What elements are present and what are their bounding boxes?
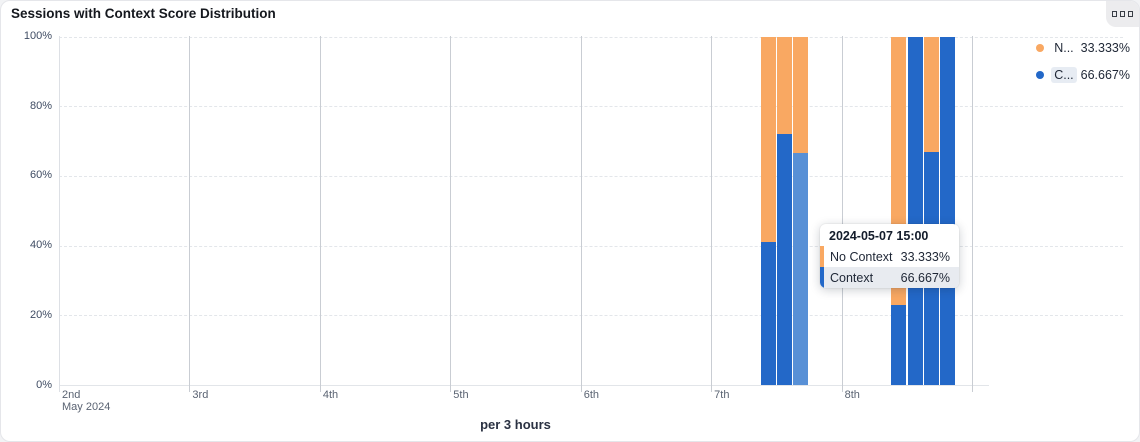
chart-title: Sessions with Context Score Distribution	[11, 6, 276, 21]
x-axis-line	[59, 385, 989, 386]
day-gridline	[580, 36, 582, 392]
bar-segment-no-context[interactable]	[793, 36, 809, 153]
day-gridline	[59, 36, 60, 392]
x-axis-tick-label: 7th	[714, 389, 730, 401]
x-axis-tick-label: 2nd	[62, 389, 81, 401]
bar-segment-no-context[interactable]	[923, 36, 939, 152]
day-gridline	[711, 36, 713, 392]
context-dot-icon	[1036, 70, 1045, 79]
day-gridline	[189, 36, 191, 392]
context-accent-bar	[820, 267, 824, 288]
three-squares-icon	[1119, 11, 1126, 17]
day-gridline	[841, 36, 843, 392]
x-axis-tick-label: 4th	[322, 389, 339, 401]
legend-value: 33.333%	[1080, 40, 1130, 55]
x-axis-month-label: May 2024	[62, 401, 111, 413]
three-squares-icon	[1111, 11, 1118, 17]
legend-label: N...	[1054, 40, 1074, 55]
x-axis-title: per 3 hours	[480, 417, 551, 432]
chart-legend: N... 33.333% C... 66.667%	[1036, 34, 1130, 88]
tooltip-row-no-context: No Context 33.333%	[820, 246, 959, 267]
three-squares-icon	[1127, 11, 1134, 17]
y-axis-tick-label: 60%	[29, 169, 52, 182]
legend-item-context[interactable]: C... 66.667%	[1036, 61, 1130, 88]
bar-segment-context[interactable]	[940, 36, 956, 385]
x-axis-tick-label: 3rd	[192, 389, 209, 401]
horizontal-gridline	[59, 245, 1123, 247]
y-axis-tick-label: 80%	[29, 99, 52, 112]
tooltip-title: 2024-05-07 15:00	[829, 229, 929, 243]
y-axis-tick-label: 100%	[23, 30, 52, 42]
tooltip-value: 33.333%	[900, 249, 950, 264]
x-axis-tick-label: 6th	[583, 389, 600, 401]
day-gridline	[450, 36, 452, 392]
tooltip-row-context: Context 66.667%	[820, 267, 959, 288]
no-context-accent-bar	[820, 246, 824, 267]
bar-segment-context[interactable]	[760, 242, 776, 385]
legend-item-no-context[interactable]: N... 33.333%	[1036, 34, 1130, 61]
tooltip-label: Context	[830, 270, 874, 285]
x-axis-tick-label: 5th	[453, 389, 469, 401]
bar-segment-no-context[interactable]	[760, 36, 776, 243]
day-gridline	[319, 36, 321, 392]
bar-segment-context[interactable]	[907, 36, 923, 385]
x-axis-tick-label: 8th	[844, 389, 860, 401]
horizontal-gridline	[59, 315, 1123, 317]
y-axis-tick-label: 20%	[29, 308, 52, 321]
bar-segment-context[interactable]	[891, 304, 907, 385]
horizontal-gridline	[59, 106, 1123, 108]
no-context-dot-icon	[1036, 43, 1045, 52]
tooltip-label: No Context	[830, 249, 893, 264]
panel-options-button[interactable]	[1106, 1, 1139, 27]
legend-label: C...	[1051, 66, 1077, 83]
bar-segment-context[interactable]	[793, 152, 809, 385]
day-gridline	[972, 36, 973, 392]
horizontal-gridline	[59, 36, 1123, 38]
chart-tooltip: 2024-05-07 15:00 No Context 33.333% Cont…	[820, 224, 959, 288]
tooltip-value: 66.667%	[900, 270, 950, 285]
bar-segment-no-context[interactable]	[777, 36, 793, 135]
legend-value: 66.667%	[1080, 67, 1130, 82]
y-axis-tick-label: 0%	[36, 378, 52, 391]
y-axis-tick-label: 40%	[29, 239, 52, 252]
bar-segment-context[interactable]	[777, 134, 793, 385]
horizontal-gridline	[59, 175, 1123, 177]
